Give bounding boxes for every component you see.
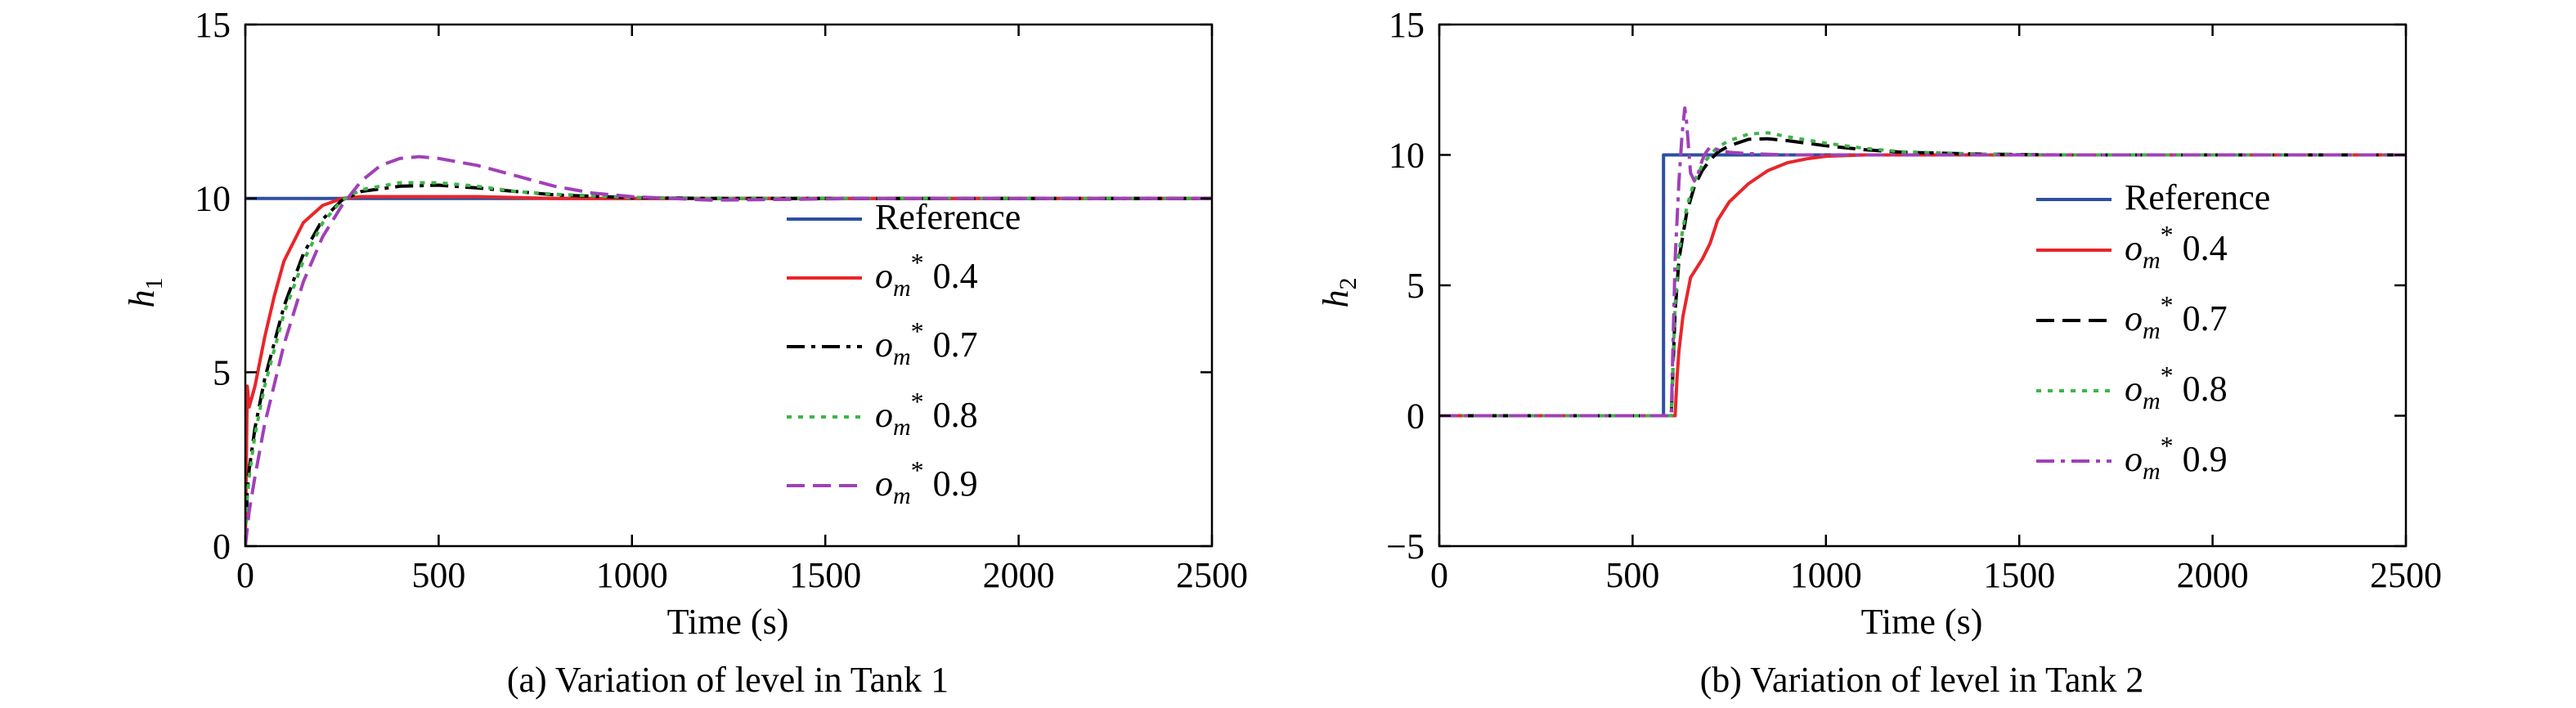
legend-label: om* 0.4 [2125, 220, 2228, 274]
legend-label: om* 0.9 [875, 455, 978, 509]
series-line-0-8 [245, 181, 1212, 546]
series-line-0-9 [245, 155, 1212, 546]
legend-label: om* 0.8 [875, 387, 978, 441]
x-axis-label: Time (s) [667, 602, 789, 642]
y-axis-label-subscript: 1 [141, 278, 168, 290]
legend-item-0-9: om* 0.9 [2036, 431, 2228, 485]
axes-frame [244, 23, 1214, 548]
y-tick-label: 0 [213, 527, 231, 567]
y-tick-labels: −5 0 5 10 15 [1386, 5, 1425, 567]
plot-area-tank-2 [1438, 23, 2408, 548]
x-tick-label: 0 [1430, 555, 1448, 595]
y-tick-label: 0 [1407, 397, 1425, 437]
panel-caption: (a) Variation of level in Tank 1 [507, 660, 949, 700]
x-tick-label: 500 [1605, 555, 1659, 595]
series-line-0-9 [1439, 106, 2406, 418]
series-line-0-4 [245, 195, 1212, 546]
legend-item-0-7: om* 0.7 [787, 316, 978, 370]
y-axis-label: h1 [122, 278, 168, 308]
x-tick-label: 500 [411, 555, 465, 595]
x-tick-label: 2500 [2370, 555, 2442, 595]
x-tick-label: 1000 [596, 555, 668, 595]
legend-item-0-4: om* 0.4 [2036, 220, 2228, 274]
x-tick-labels: 0 500 1000 1500 2000 2500 [1430, 555, 2442, 595]
legend-label: om* 0.7 [2125, 290, 2228, 344]
legend-item-0-8: om* 0.8 [2036, 361, 2228, 414]
y-tick-label: 5 [1407, 266, 1425, 306]
legend-item-0-8: om* 0.8 [787, 387, 978, 441]
legend-label: Reference [875, 197, 1021, 237]
panel-caption: (b) Variation of level in Tank 2 [1700, 660, 2144, 700]
legend-label: om* 0.7 [875, 316, 978, 370]
x-tick-label: 0 [236, 555, 254, 595]
axes-frame [1438, 23, 2408, 548]
series-line-0-8 [1439, 131, 2406, 418]
x-tick-labels: 0 500 1000 1500 2000 2500 [236, 555, 1248, 595]
x-tick-label: 1000 [1790, 555, 1862, 595]
legend-item-reference: Reference [2036, 177, 2270, 217]
y-tick-label: 10 [1389, 136, 1425, 176]
y-tick-label: 15 [195, 5, 231, 45]
y-tick-label: 5 [213, 352, 231, 392]
y-tick-label: 15 [1389, 5, 1425, 45]
legend-item-0-7: om* 0.7 [2036, 290, 2228, 344]
legend-label: om* 0.9 [2125, 431, 2228, 485]
legend-item-reference: Reference [787, 197, 1021, 237]
y-axis-label: h2 [1316, 278, 1362, 308]
legend-label: om* 0.8 [2125, 361, 2228, 414]
y-tick-label: −5 [1386, 527, 1425, 567]
x-tick-label: 1500 [1983, 555, 2055, 595]
x-tick-label: 2000 [983, 555, 1055, 595]
legend-tank-1: Reference om* 0.4 om* 0.7 om* 0.8 om* 0.9 [787, 197, 1021, 509]
series-line-0-7 [245, 183, 1212, 546]
legend-label: Reference [2125, 177, 2270, 217]
series-line-0-4 [1439, 153, 2406, 418]
y-tick-labels: 0 5 10 15 [195, 5, 231, 567]
y-axis-label-subscript: 2 [1335, 278, 1362, 290]
plot-area-tank-1 [244, 23, 1214, 548]
legend-item-0-9: om* 0.9 [787, 455, 978, 509]
x-tick-label: 1500 [789, 555, 861, 595]
x-tick-label: 2000 [2177, 555, 2249, 595]
series-line-0-7 [1439, 137, 2406, 418]
legend-label: om* 0.4 [875, 248, 978, 302]
x-tick-label: 2500 [1176, 555, 1248, 595]
legend-item-0-4: om* 0.4 [787, 248, 978, 302]
x-axis-label: Time (s) [1861, 602, 1983, 642]
y-tick-label: 10 [195, 179, 231, 219]
